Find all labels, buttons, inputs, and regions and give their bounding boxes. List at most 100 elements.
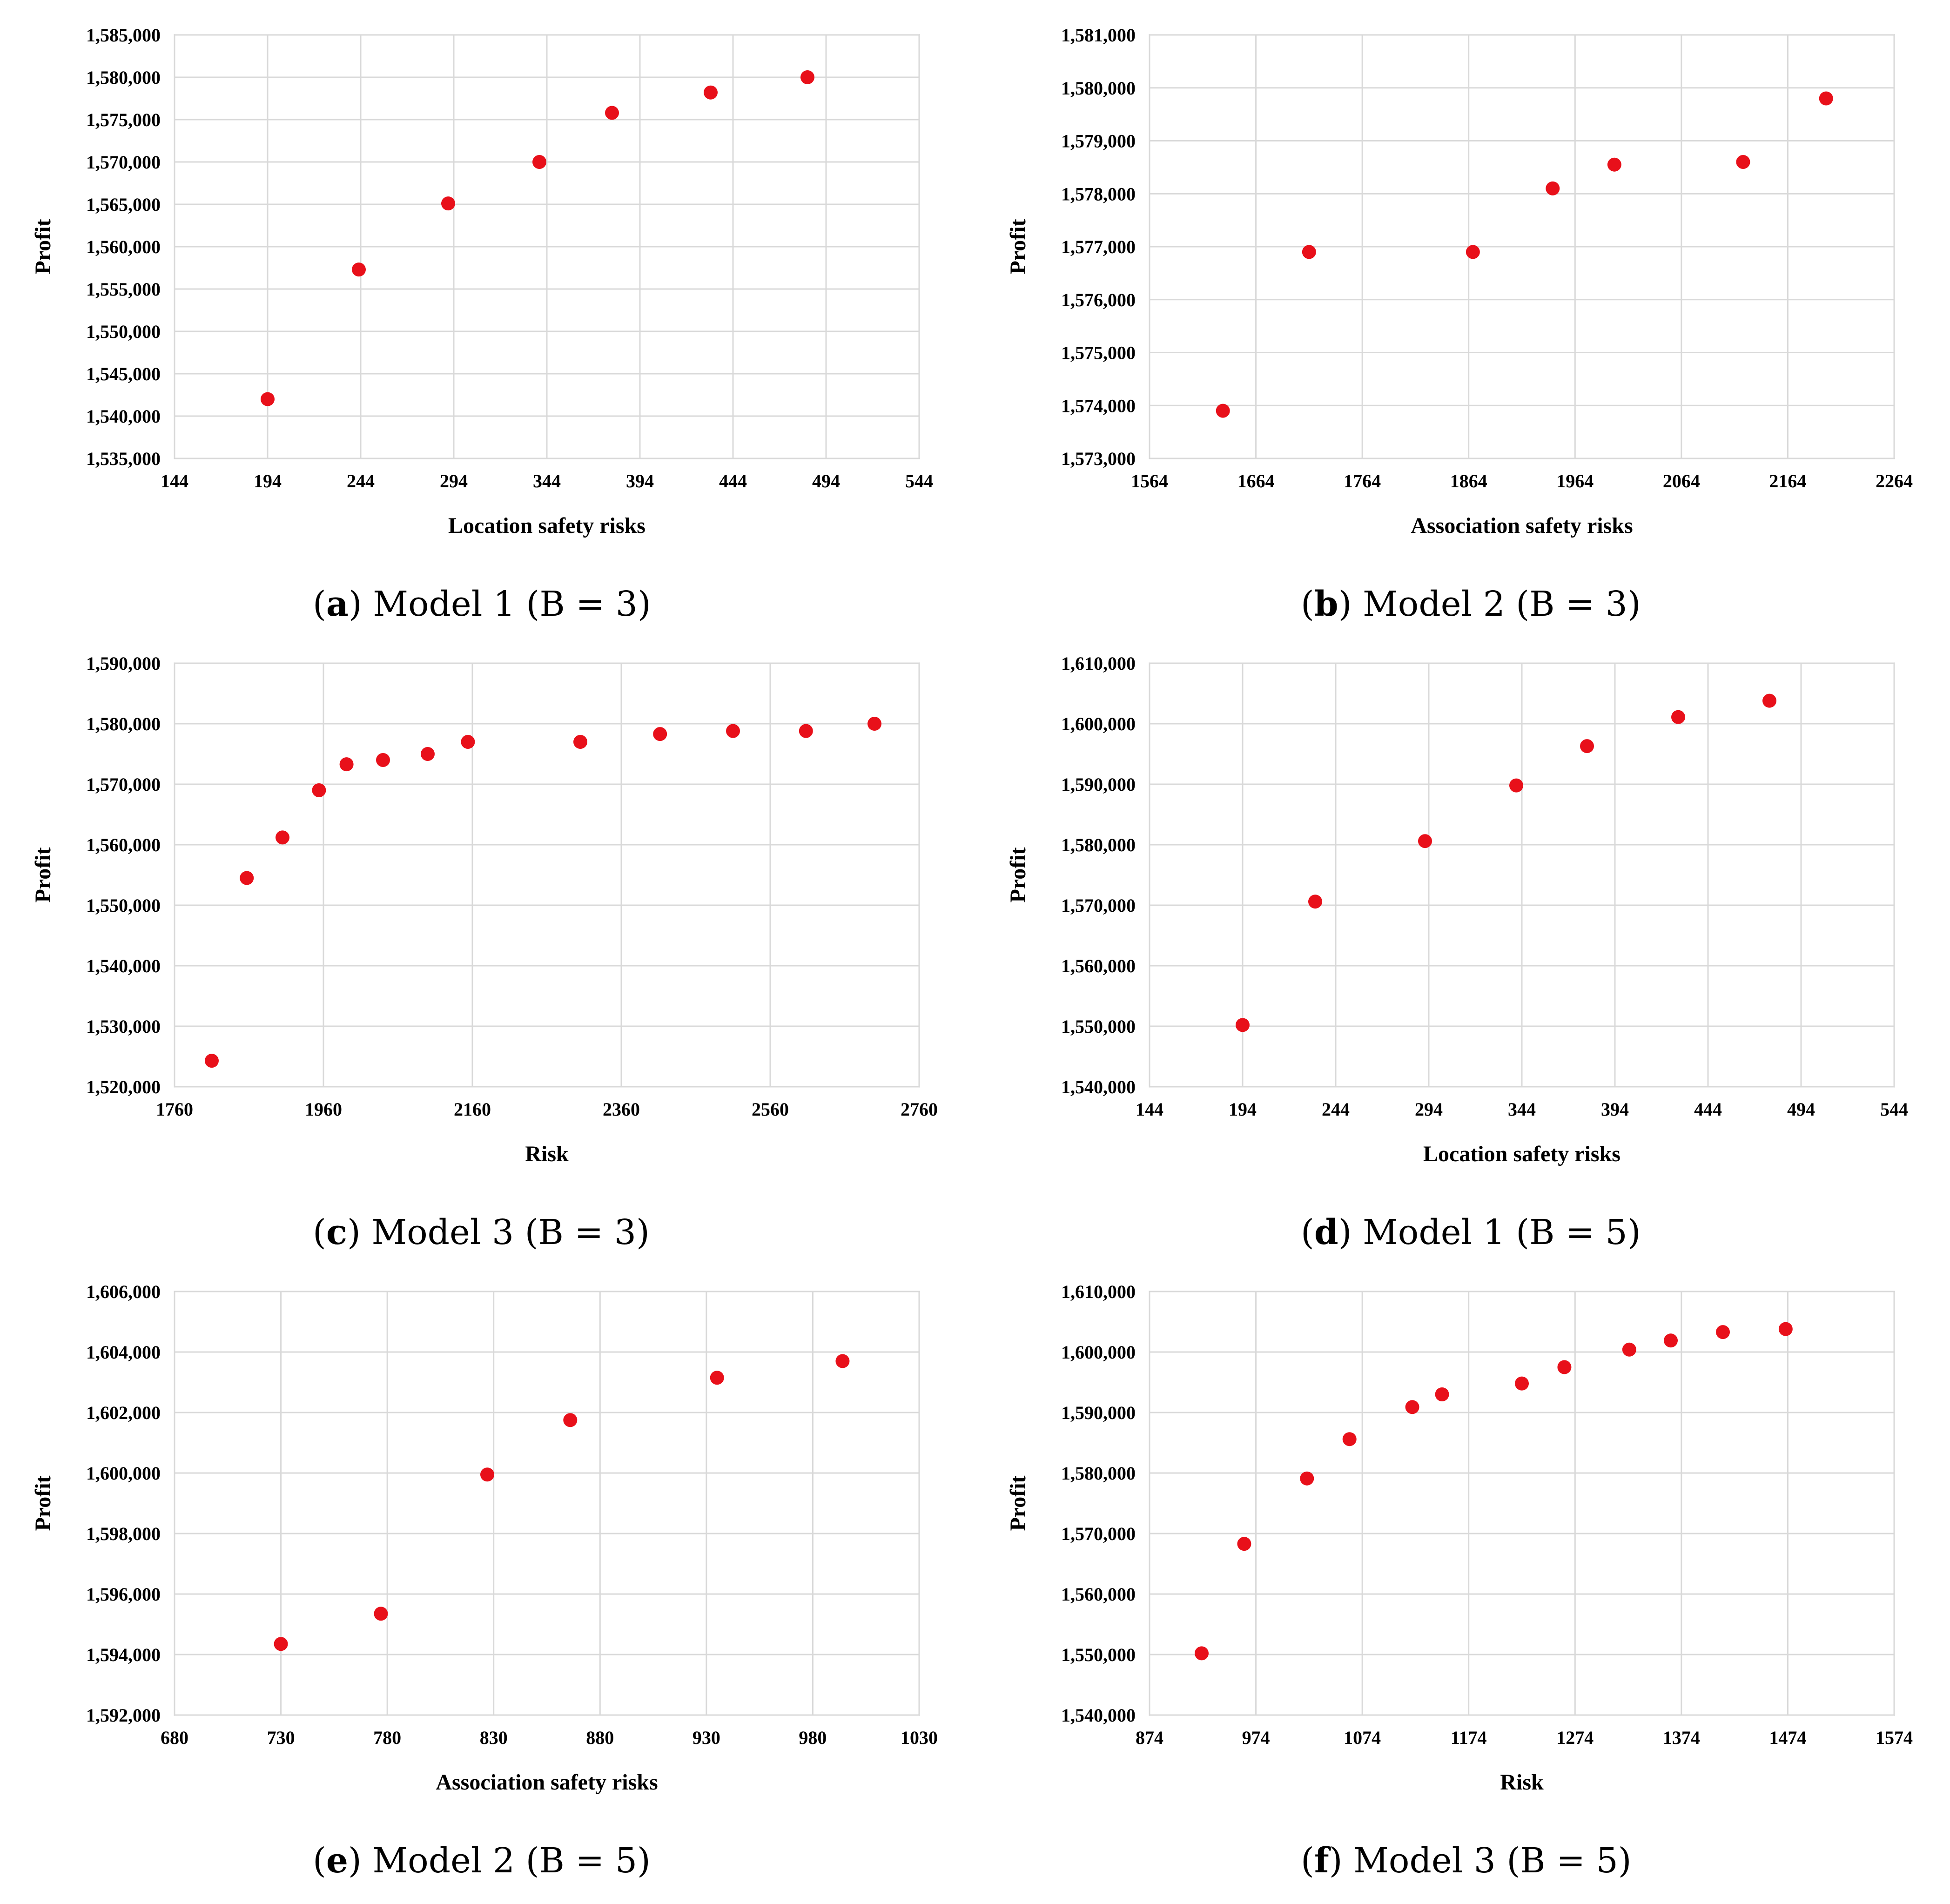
data-point (1607, 157, 1621, 172)
caption-a: (a) Model 1 (B = 3) (313, 584, 651, 624)
x-tick-label: 1964 (1556, 471, 1594, 491)
data-point (1716, 1325, 1730, 1339)
chart-panel-c: 1760 1960 2160 2360 2560 2760 1,520,000 1,530,0… (0, 628, 975, 1257)
data-point (312, 783, 326, 797)
data-point (1778, 1322, 1793, 1336)
plot-area (174, 1291, 920, 1716)
x-tick-label: 1174 (1451, 1727, 1487, 1748)
data-point (261, 392, 275, 406)
y-tick-label: 1,578,000 (1061, 183, 1136, 204)
y-tick-label: 1,535,000 (86, 448, 161, 469)
data-point (532, 155, 546, 169)
x-tick-label: 244 (347, 471, 375, 491)
x-tick-label: 1274 (1556, 1727, 1594, 1748)
y-tick-label: 1,590,000 (1061, 1402, 1136, 1423)
caption-b: (b) Model 2 (B = 3) (1301, 584, 1641, 624)
y-tick-label: 1,565,000 (86, 194, 161, 215)
y-axis-title: Profit (31, 1475, 55, 1531)
y-tick-label: 1,570,000 (1061, 895, 1136, 916)
data-point (274, 1637, 288, 1651)
x-tick-label: 2264 (1876, 471, 1913, 491)
data-point (1664, 1333, 1678, 1348)
data-point (1557, 1360, 1572, 1374)
x-tick-label: 730 (267, 1727, 295, 1748)
y-tick-label: 1,560,000 (1061, 955, 1136, 976)
y-axis-title: Profit (31, 847, 55, 902)
y-tick-label: 1,540,000 (1061, 1076, 1136, 1097)
y-tick-label: 1,610,000 (1061, 653, 1136, 674)
data-point (1515, 1376, 1529, 1391)
y-tick-label: 1,550,000 (1061, 1644, 1136, 1665)
y-tick-label: 1,550,000 (86, 321, 161, 342)
y-tick-label: 1,604,000 (86, 1342, 161, 1363)
data-point (1546, 181, 1560, 195)
y-axis-title: Profit (1006, 219, 1030, 274)
data-point (339, 757, 354, 772)
data-point (1195, 1646, 1209, 1661)
x-tick-label: 394 (1601, 1099, 1629, 1120)
data-point (1237, 1537, 1251, 1551)
caption-text: Model 3 (B = 3) (371, 1212, 650, 1252)
data-point (835, 1354, 850, 1368)
data-point (1762, 693, 1776, 708)
data-point (1236, 1018, 1250, 1032)
x-tick-label: 830 (480, 1727, 508, 1748)
x-tick-label: 394 (626, 471, 654, 491)
caption-text: Model 1 (B = 5) (1363, 1212, 1641, 1252)
data-point (605, 106, 619, 120)
caption-c: (c) Model 3 (B = 3) (313, 1212, 650, 1252)
caption-letter: b (1314, 584, 1338, 624)
x-tick-label: 1664 (1237, 471, 1275, 491)
x-tick-label: 1960 (305, 1099, 342, 1120)
data-point (421, 747, 435, 761)
y-tick-label: 1,540,000 (86, 955, 161, 976)
caption-f: (f) Model 3 (B = 5) (1301, 1841, 1632, 1881)
data-point (1466, 245, 1480, 259)
y-tick-label: 1,606,000 (86, 1281, 161, 1302)
y-tick-label: 1,530,000 (86, 1016, 161, 1037)
data-point (205, 1054, 219, 1068)
data-point (799, 724, 813, 738)
x-tick-label: 2360 (603, 1099, 640, 1120)
data-point (800, 70, 814, 84)
y-tick-label: 1,550,000 (86, 895, 161, 916)
y-tick-label: 1,602,000 (86, 1402, 161, 1423)
x-tick-label: 1374 (1663, 1727, 1700, 1748)
x-tick-label: 544 (1880, 1099, 1908, 1120)
y-tick-label: 1,600,000 (86, 1463, 161, 1484)
y-tick-label: 1,598,000 (86, 1523, 161, 1544)
data-point (1418, 834, 1432, 848)
x-tick-label: 1864 (1450, 471, 1487, 491)
data-point (1435, 1387, 1449, 1401)
y-tick-label: 1,570,000 (1061, 1523, 1136, 1544)
caption-text: Model 1 (B = 3) (373, 584, 651, 624)
y-tick-label: 1,560,000 (1061, 1584, 1136, 1605)
x-tick-label: 2160 (454, 1099, 491, 1120)
x-tick-label: 244 (1322, 1099, 1350, 1120)
data-point (376, 753, 390, 767)
chart-panel-b: 1564 1664 1764 1864 1964 2064 2164 2264 1,573,00… (975, 0, 1950, 628)
x-tick-label: 2064 (1663, 471, 1700, 491)
y-tick-label: 1,594,000 (86, 1644, 161, 1665)
y-tick-label: 1,590,000 (1061, 774, 1136, 795)
x-tick-label: 444 (1694, 1099, 1722, 1120)
data-point (1671, 710, 1685, 724)
caption-text: Model 2 (B = 3) (1363, 584, 1641, 624)
x-tick-label: 974 (1242, 1727, 1270, 1748)
chart-a: 144 194 244 294 344 394 444 494 544 1,535,000 1,54… (31, 25, 933, 538)
chart-f: 874 974 1074 1174 1274 1374 1474 1574 1,540,000 1… (1006, 1281, 1913, 1795)
y-tick-label: 1,580,000 (1061, 834, 1136, 855)
y-tick-label: 1,570,000 (86, 152, 161, 173)
chart-b: 1564 1664 1764 1864 1964 2064 2164 2264 1,573,00… (1006, 25, 1913, 538)
caption-letter: f (1314, 1841, 1329, 1881)
data-point (1300, 1471, 1314, 1486)
x-tick-label: 780 (373, 1727, 401, 1748)
y-tick-label: 1,560,000 (86, 236, 161, 257)
x-tick-label: 930 (693, 1727, 720, 1748)
y-tick-label: 1,596,000 (86, 1584, 161, 1605)
y-tick-label: 1,590,000 (86, 653, 161, 674)
x-tick-label: 444 (719, 471, 747, 491)
chart-c: 1760 1960 2160 2360 2560 2760 1,520,000 1,530,0… (31, 653, 938, 1166)
data-point (704, 85, 718, 100)
data-point (1622, 1342, 1636, 1357)
